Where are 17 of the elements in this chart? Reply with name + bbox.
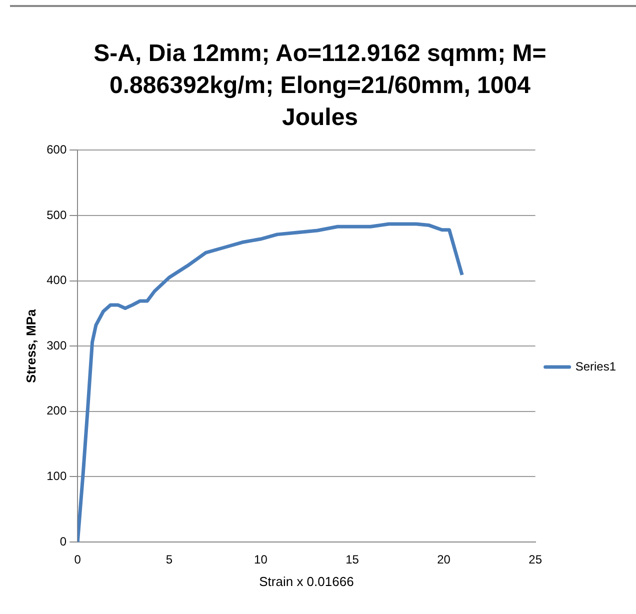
x-tick-label: 5: [166, 552, 173, 567]
y-tick-label: 100: [46, 469, 67, 484]
x-tick-label: 20: [437, 552, 451, 567]
y-tick-label: 500: [46, 208, 67, 222]
x-tick-label: 15: [346, 552, 360, 567]
legend-label: Series1: [575, 359, 616, 374]
x-tick-label: 25: [528, 552, 542, 567]
y-tick-label: 400: [46, 273, 67, 288]
y-axis-title: Stress, MPa: [23, 308, 38, 383]
x-axis-title: Strain x 0.01666: [259, 574, 354, 589]
x-tick-label: 0: [74, 552, 82, 567]
y-tick-label: 0: [60, 534, 67, 548]
y-tick-label: 600: [46, 142, 67, 157]
chart-title: S-A, Dia 12mm; Ao=112.9162 sqmm; M= 0.886392kg/m; Elong=21/60mm, 1004 Joules: [92, 39, 548, 133]
y-tick-label: 300: [46, 338, 67, 352]
x-tick-label: 10: [254, 552, 268, 567]
y-tick-label: 200: [46, 404, 67, 418]
